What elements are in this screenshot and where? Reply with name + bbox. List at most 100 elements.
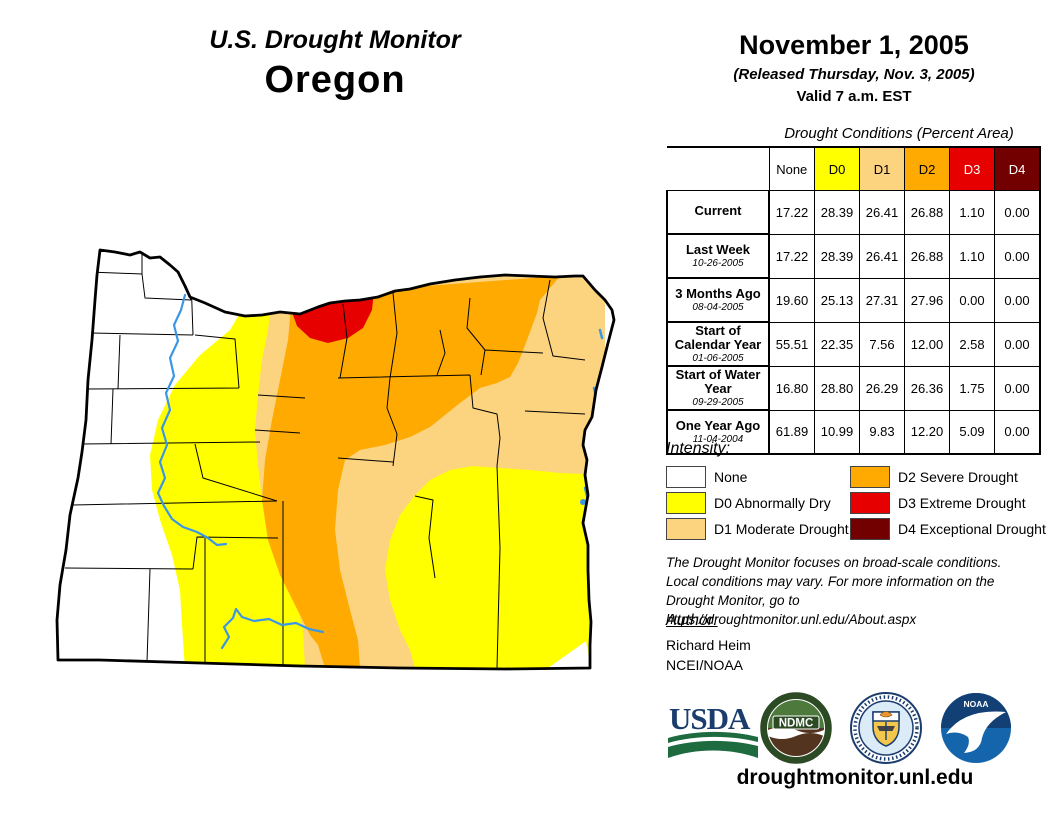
row-label-cell: One Year Ago 11-04-2004 — [666, 409, 770, 455]
table-cell: 28.39 — [814, 233, 860, 279]
legend-item-d4: D4 Exceptional Drought — [850, 516, 1046, 542]
table-cell: 27.96 — [904, 277, 950, 323]
table-caption: Drought Conditions (Percent Area) — [784, 125, 1014, 142]
noaa-wordmark: NOAA — [963, 699, 988, 709]
legend-item-d2: D2 Severe Drought — [850, 464, 1046, 490]
legend-item-d1: D1 Moderate Drought — [666, 516, 850, 542]
willamette-river — [156, 293, 228, 547]
author-org: NCEI/NOAA — [666, 657, 744, 673]
author-name: Richard Heim — [666, 637, 751, 653]
table-row: Start of Calendar Year 01-06-2005 55.51 … — [666, 321, 1041, 367]
ndmc-wordmark: NDMC — [779, 718, 814, 730]
table-row: Current 17.22 28.39 26.41 26.88 1.10 0.0… — [666, 190, 1041, 235]
table-cell: 26.88 — [904, 190, 950, 235]
legend-item-d0: D0 Abnormally Dry — [666, 490, 850, 516]
usda-swoosh-upper — [668, 731, 758, 743]
none-corner-region — [548, 641, 591, 669]
column-header-d4: D4 — [994, 146, 1041, 191]
valid-line: Valid 7 a.m. EST — [796, 88, 912, 105]
table-cell: 17.22 — [768, 233, 815, 279]
column-header-d3: D3 — [949, 146, 995, 191]
noaa-logo: NOAA — [941, 693, 1011, 763]
legend-item-none: None — [666, 464, 850, 490]
state-outline — [55, 248, 616, 671]
table-row: One Year Ago 11-04-2004 61.89 10.99 9.83… — [666, 409, 1041, 455]
d4-swatch — [850, 518, 890, 540]
column-header-d2: D2 — [904, 146, 950, 191]
table-cell: 0.00 — [994, 409, 1041, 455]
table-cell: 22.35 — [814, 321, 860, 367]
drought-conditions-table: None D0 D1 D2 D3 D4 Current 17.22 28.39 … — [666, 146, 1041, 455]
oregon-drought-map — [45, 238, 645, 688]
table-cell: 12.20 — [904, 409, 950, 455]
table-cell: 27.31 — [859, 277, 905, 323]
table-cell: 0.00 — [994, 365, 1041, 411]
table-cell: 19.60 — [768, 277, 815, 323]
table-cell: 1.10 — [949, 233, 995, 279]
table-cell: 1.10 — [949, 190, 995, 235]
table-cell: 9.83 — [859, 409, 905, 455]
d1-swatch — [666, 518, 706, 540]
commerce-seal-logo — [850, 692, 922, 764]
row-label-cell: Start of Calendar Year 01-06-2005 — [666, 321, 770, 367]
map-date: November 1, 2005 — [739, 30, 969, 60]
table-cell: 25.13 — [814, 277, 860, 323]
table-row: Start of Water Year 09-29-2005 16.80 28.… — [666, 365, 1041, 411]
row-label-cell: Last Week 10-26-2005 — [666, 233, 770, 279]
released-line: (Released Thursday, Nov. 3, 2005) — [733, 66, 975, 83]
table-cell: 12.00 — [904, 321, 950, 367]
table-cell: 16.80 — [768, 365, 815, 411]
table-row: 3 Months Ago 08-04-2005 19.60 25.13 27.3… — [666, 277, 1041, 323]
author-heading: Author: — [666, 612, 718, 629]
table-cell: 5.09 — [949, 409, 995, 455]
county-boundaries — [64, 252, 586, 669]
table-cell: 26.29 — [859, 365, 905, 411]
table-row: Last Week 10-26-2005 17.22 28.39 26.41 2… — [666, 233, 1041, 279]
agency-logos: USDA NDMC NOAA — [664, 692, 1050, 764]
table-cell: 0.00 — [994, 321, 1041, 367]
disclaimer-text: The Drought Monitor focuses on broad-sca… — [666, 555, 1002, 627]
column-header-none: None — [768, 146, 815, 191]
table-cell: 0.00 — [949, 277, 995, 323]
table-cell: 26.88 — [904, 233, 950, 279]
intensity-legend: Intensity: None D0 Abnormally Dry D1 Mod… — [666, 440, 1046, 542]
row-label-cell: Current — [666, 190, 770, 235]
d3-swatch — [850, 492, 890, 514]
oregon-map-svg — [55, 248, 616, 671]
table-cell: 61.89 — [768, 409, 815, 455]
d2-swatch — [850, 466, 890, 488]
table-cell: 7.56 — [859, 321, 905, 367]
state-title: Oregon — [264, 59, 406, 101]
website-url: droughtmonitor.unl.edu — [736, 766, 974, 789]
d0-swatch — [666, 492, 706, 514]
row-label-cell: 3 Months Ago 08-04-2005 — [666, 277, 770, 323]
usda-wordmark: USDA — [669, 702, 751, 736]
table-cell: 55.51 — [768, 321, 815, 367]
table-cell: 17.22 — [768, 190, 815, 235]
table-cell: 26.36 — [904, 365, 950, 411]
d2-region — [262, 276, 560, 668]
usda-logo: USDA — [668, 702, 758, 758]
table-cell: 28.80 — [814, 365, 860, 411]
table-cell: 0.00 — [994, 190, 1041, 235]
table-cell: 2.58 — [949, 321, 995, 367]
header-blank-cell — [667, 146, 769, 191]
column-header-d0: D0 — [814, 146, 860, 191]
table-cell: 28.39 — [814, 190, 860, 235]
monitor-title: U.S. Drought Monitor — [209, 26, 461, 54]
table-cell: 1.75 — [949, 365, 995, 411]
none-swatch — [666, 466, 706, 488]
table-cell: 0.00 — [994, 233, 1041, 279]
column-header-d1: D1 — [859, 146, 905, 191]
map-titles: U.S. Drought Monitor Oregon — [45, 26, 625, 102]
lake-dot — [580, 499, 586, 505]
legend-heading: Intensity: — [666, 440, 731, 457]
table-cell: 0.00 — [994, 277, 1041, 323]
table-header-row: None D0 D1 D2 D3 D4 — [667, 146, 1041, 191]
table-cell: 26.41 — [859, 190, 905, 235]
legend-item-d3: D3 Extreme Drought — [850, 490, 1046, 516]
date-header: November 1, 2005 (Released Thursday, Nov… — [660, 30, 1048, 105]
usda-swoosh-lower — [668, 740, 758, 758]
ndmc-logo: NDMC — [760, 692, 832, 764]
